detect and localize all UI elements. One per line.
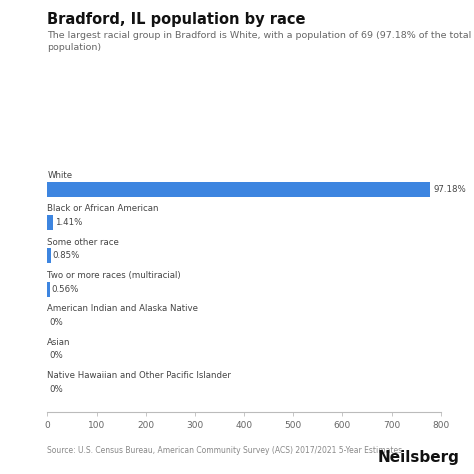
Text: 0%: 0%	[49, 351, 63, 360]
Text: 1.41%: 1.41%	[55, 218, 82, 227]
Text: The largest racial group in Bradford is White, with a population of 69 (97.18% o: The largest racial group in Bradford is …	[47, 31, 472, 52]
Bar	[47, 182, 430, 197]
Text: Some other race: Some other race	[47, 237, 119, 246]
Text: Black or African American: Black or African American	[47, 204, 159, 213]
Text: Native Hawaiian and Other Pacific Islander: Native Hawaiian and Other Pacific Island…	[47, 371, 231, 380]
Text: White: White	[47, 171, 73, 180]
Text: Source: U.S. Census Bureau, American Community Survey (ACS) 2017/2021 5-Year Est: Source: U.S. Census Bureau, American Com…	[47, 446, 402, 455]
Text: 0.56%: 0.56%	[52, 285, 79, 293]
Text: Neilsberg: Neilsberg	[378, 449, 460, 465]
Text: Bradford, IL population by race: Bradford, IL population by race	[47, 12, 306, 27]
Text: Asian: Asian	[47, 337, 71, 346]
Text: 0.85%: 0.85%	[53, 251, 80, 260]
Text: Two or more races (multiracial): Two or more races (multiracial)	[47, 271, 181, 280]
Text: American Indian and Alaska Native: American Indian and Alaska Native	[47, 304, 199, 313]
Bar	[47, 248, 51, 264]
Text: 0%: 0%	[49, 318, 63, 327]
Text: 0%: 0%	[49, 384, 63, 393]
Bar	[47, 282, 50, 297]
Text: 97.18%: 97.18%	[434, 185, 467, 194]
Bar	[47, 215, 53, 230]
